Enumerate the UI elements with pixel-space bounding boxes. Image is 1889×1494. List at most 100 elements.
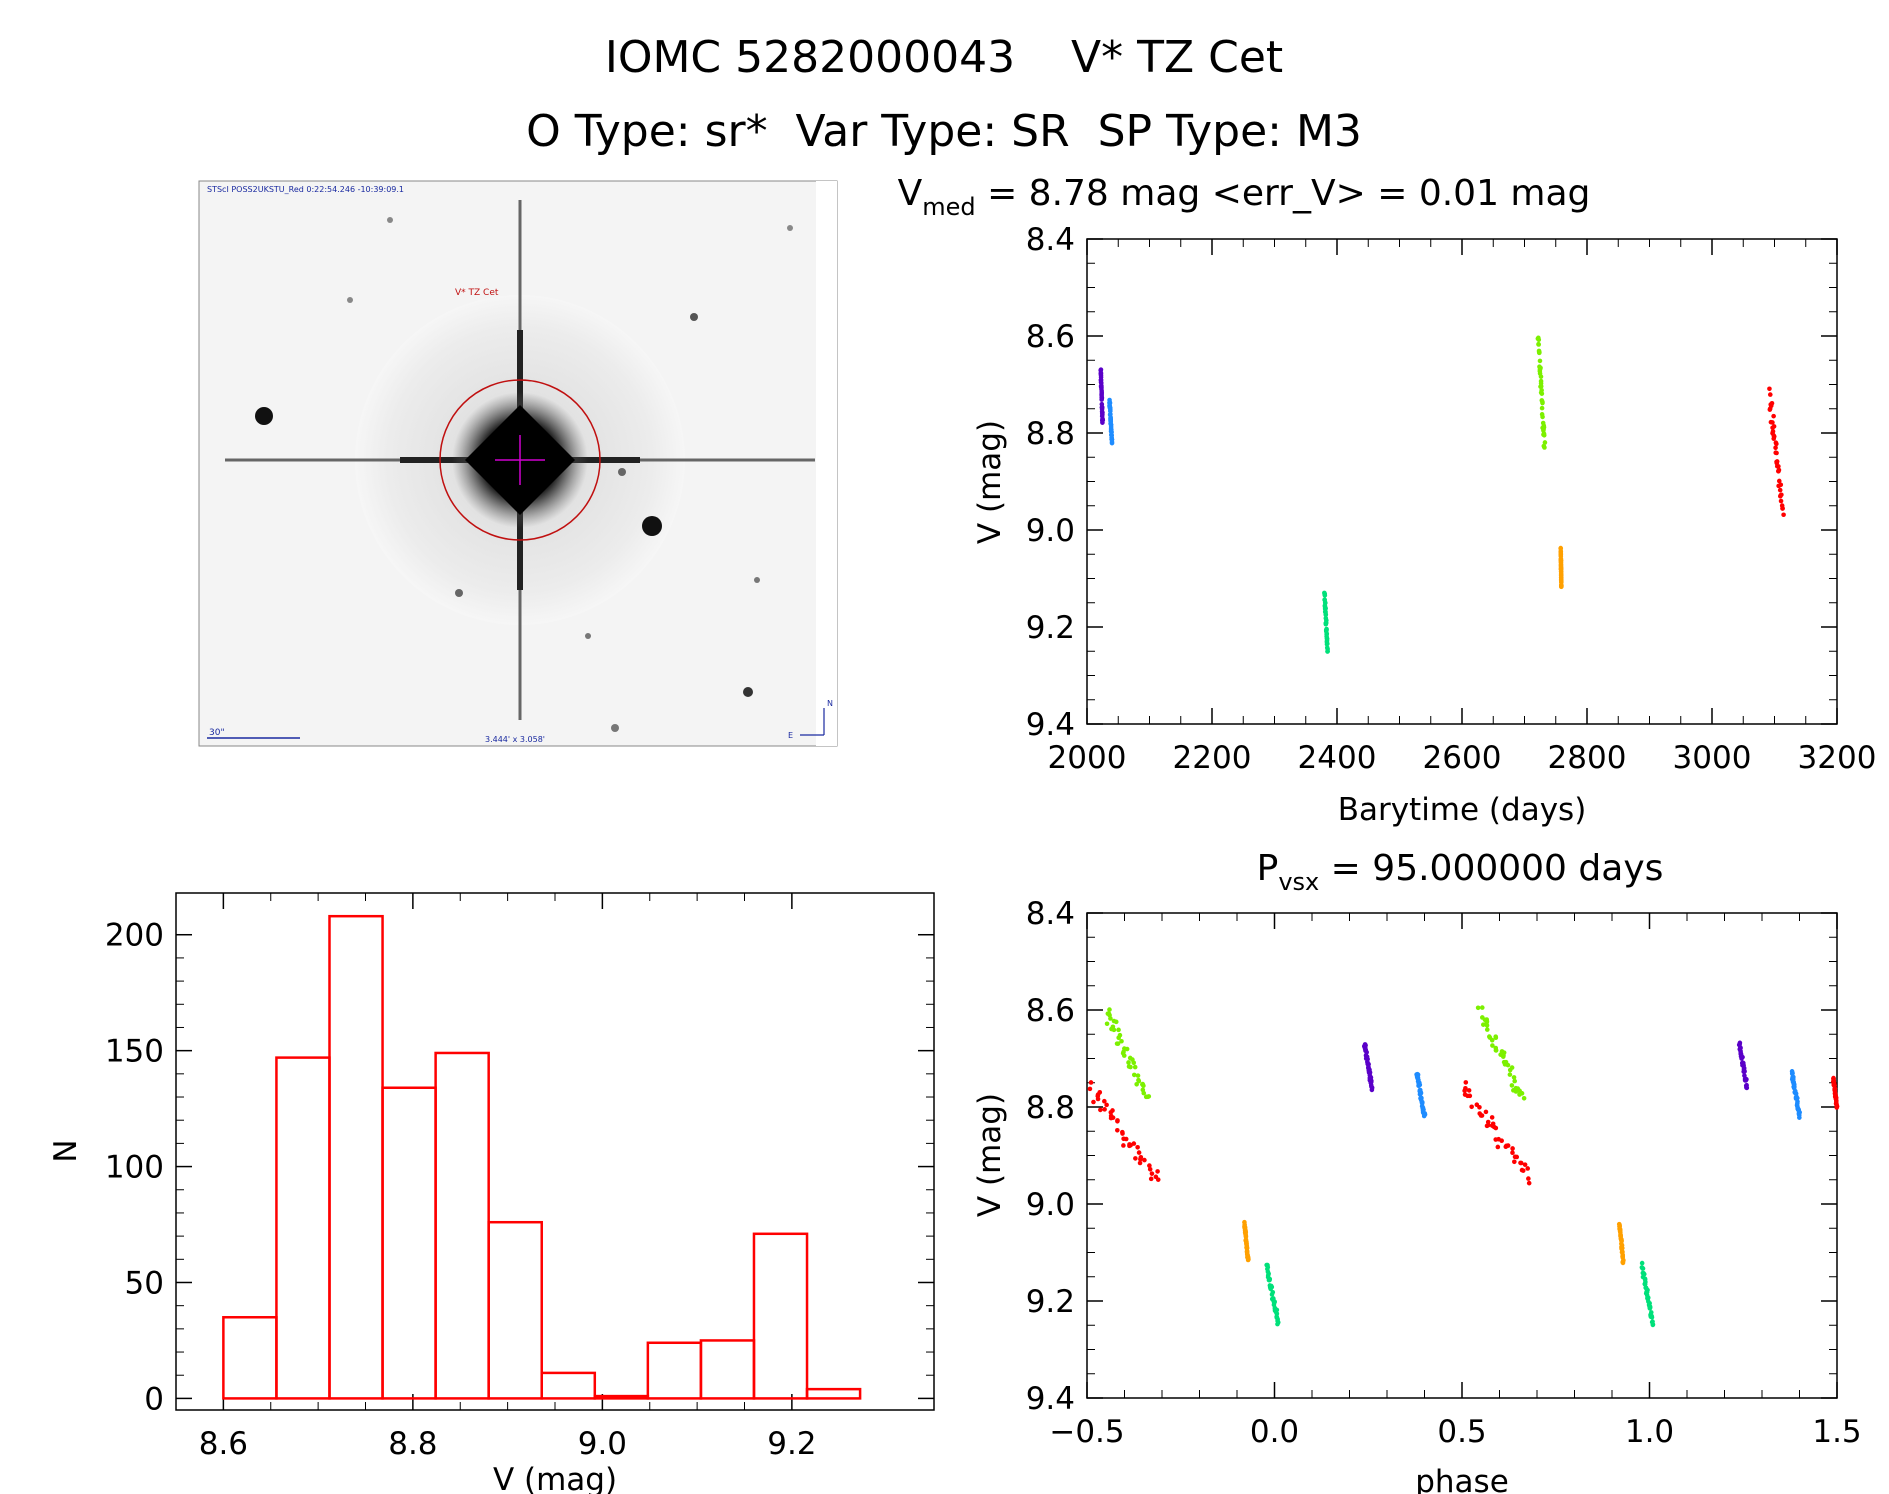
- data-point: [1136, 1078, 1142, 1084]
- data-point: [1493, 1125, 1499, 1131]
- x-tick-label: 2400: [1298, 740, 1377, 776]
- data-point: [1512, 1159, 1517, 1165]
- data-point: [1771, 413, 1776, 419]
- data-point: [1539, 405, 1545, 411]
- x-tick-label: 3200: [1798, 740, 1877, 776]
- data-point: [1778, 498, 1784, 504]
- data-point: [1141, 1090, 1147, 1096]
- phased-xlabel: phase: [1415, 1464, 1509, 1494]
- data-point: [1119, 1038, 1124, 1044]
- data-point: [1095, 1096, 1101, 1102]
- data-point: [1781, 512, 1786, 518]
- data-point: [1536, 341, 1541, 347]
- lightcurve-plot: Vmed = 8.78 mag <err_V> = 0.01 mag 2000 2…: [898, 173, 1877, 828]
- data-point: [1483, 1109, 1489, 1115]
- data-point: [1323, 605, 1328, 611]
- lightcurve-title: Vmed = 8.78 mag <err_V> = 0.01 mag: [898, 173, 1591, 221]
- finder-star-label: V* TZ Cet: [455, 288, 499, 298]
- data-point: [1538, 378, 1544, 384]
- data-point: [1274, 1307, 1280, 1313]
- data-point: [1087, 1086, 1093, 1092]
- data-point: [1155, 1169, 1160, 1174]
- field-star: [611, 724, 619, 732]
- data-point: [1116, 1035, 1121, 1041]
- data-point: [1422, 1112, 1428, 1117]
- data-point: [1834, 1104, 1840, 1109]
- data-point: [1489, 1037, 1495, 1043]
- finder-chart: STScI POSS2UKSTU_Red 0:22:54.246 -10:39:…: [198, 180, 838, 747]
- data-point: [1469, 1104, 1474, 1110]
- finder-fov-label: 3.444' x 3.058': [485, 735, 545, 744]
- data-point: [1501, 1053, 1506, 1058]
- data-point: [1796, 1111, 1802, 1117]
- data-point: [1776, 468, 1781, 474]
- data-point: [1099, 395, 1105, 401]
- data-point: [1771, 424, 1777, 429]
- data-point: [1323, 600, 1328, 606]
- data-point: [1493, 1035, 1499, 1041]
- y-tick-label: 150: [105, 1034, 164, 1070]
- finder-top-label: STScI POSS2UKSTU_Red 0:22:54.246 -10:39:…: [207, 185, 404, 194]
- field-star: [743, 687, 753, 697]
- data-point: [1511, 1075, 1517, 1080]
- data-point: [1773, 445, 1778, 451]
- histogram-bar: [275, 1056, 331, 1400]
- histogram-xlabel: V (mag): [493, 1462, 617, 1494]
- data-point: [1649, 1314, 1655, 1320]
- data-point: [1485, 1119, 1491, 1125]
- compass-arrows: [800, 708, 825, 736]
- data-point: [1322, 593, 1328, 598]
- data-point: [1324, 627, 1329, 633]
- data-point: [1792, 1084, 1797, 1090]
- x-tick-label: 2800: [1548, 740, 1627, 776]
- data-point: [1270, 1289, 1276, 1295]
- data-point: [1514, 1154, 1520, 1160]
- data-point: [1537, 366, 1543, 372]
- data-point: [1493, 1048, 1499, 1053]
- data-point: [1107, 1012, 1112, 1018]
- data-point: [1620, 1254, 1625, 1259]
- data-point: [1135, 1073, 1141, 1078]
- y-tick-label: 8.6: [1026, 993, 1075, 1029]
- y-tick-label: 9.0: [1026, 513, 1075, 549]
- data-point: [1770, 429, 1776, 434]
- phased-ylabel: V (mag): [972, 1093, 1008, 1217]
- data-point: [1324, 641, 1330, 646]
- histogram-bar: [434, 1051, 490, 1400]
- data-point: [1495, 1144, 1501, 1150]
- data-point: [1128, 1064, 1133, 1070]
- data-point: [1740, 1054, 1745, 1060]
- data-point: [1771, 433, 1777, 438]
- data-point: [1481, 1022, 1486, 1027]
- data-point: [1479, 1005, 1485, 1010]
- data-point: [1512, 1078, 1517, 1084]
- data-point: [1104, 1021, 1110, 1027]
- data-point: [1114, 1041, 1120, 1046]
- y-tick-label: 8.4: [1026, 896, 1075, 932]
- data-point: [1484, 1019, 1490, 1025]
- data-point: [1131, 1060, 1137, 1066]
- field-star: [455, 589, 463, 597]
- x-tick-label: 9.0: [578, 1426, 627, 1462]
- data-point: [1097, 1090, 1103, 1095]
- data-point: [1115, 1127, 1120, 1133]
- data-point: [1121, 1136, 1126, 1142]
- data-point: [1540, 399, 1545, 405]
- data-point: [1640, 1266, 1646, 1271]
- y-tick-label: 8.6: [1026, 319, 1075, 355]
- data-point: [1417, 1082, 1423, 1088]
- histogram-bar: [487, 1220, 543, 1400]
- data-point: [1513, 1089, 1519, 1094]
- data-point: [1484, 1027, 1490, 1032]
- data-point: [1147, 1163, 1152, 1168]
- data-point: [1265, 1273, 1271, 1278]
- histogram-bar: [540, 1371, 597, 1400]
- data-point: [1126, 1060, 1131, 1065]
- data-point: [1493, 1137, 1499, 1142]
- data-point: [1149, 1171, 1155, 1176]
- data-point: [1522, 1162, 1528, 1167]
- data-point: [1774, 459, 1780, 464]
- data-point: [1489, 1115, 1495, 1120]
- data-point: [1269, 1284, 1275, 1290]
- field-star: [690, 313, 698, 321]
